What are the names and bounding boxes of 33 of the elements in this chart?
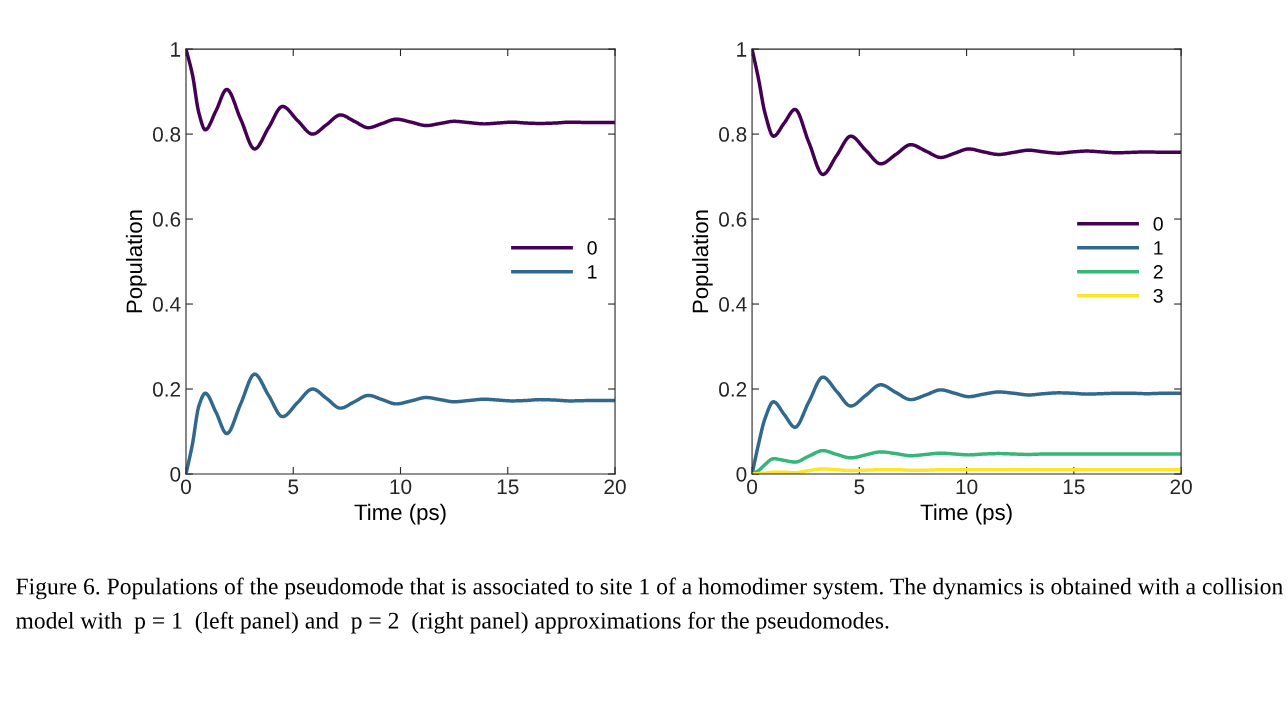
y-tick-label: 0.6: [719, 212, 747, 227]
y-axis-title: Population: [125, 210, 147, 313]
x-tick-label: 20: [604, 479, 626, 495]
y-tick-label: 0.6: [152, 212, 181, 227]
y-tick-label: 0.4: [719, 297, 747, 312]
x-tick-label: 20: [1170, 479, 1192, 495]
x-axis-title: Time (ps): [920, 503, 1012, 525]
legend-label: 0: [1153, 217, 1163, 231]
x-tick-label: 5: [288, 479, 299, 495]
legend-label: 1: [1154, 241, 1163, 255]
y-tick-label: 0: [170, 466, 181, 482]
x-axis-title: Time (ps): [354, 503, 446, 525]
y-tick-label: 0.8: [719, 127, 747, 142]
x-tick-label: 5: [854, 479, 865, 495]
y-tick-label: 0.4: [152, 297, 181, 312]
x-tick-label: 10: [390, 479, 412, 495]
legend-label: 2: [1153, 264, 1163, 279]
y-axis-title: Population: [691, 210, 713, 313]
x-tick-label: 15: [497, 479, 519, 495]
y-tick-label: 1: [737, 42, 747, 57]
legend-label: 1: [588, 265, 597, 279]
x-tick-label: 15: [1063, 479, 1085, 495]
x-tick-label: 0: [747, 479, 758, 495]
legend-label: 0: [587, 241, 597, 255]
y-tick-label: 0.2: [719, 382, 747, 397]
legend-label: 3: [1153, 288, 1163, 303]
x-tick-label: 0: [181, 479, 191, 495]
y-tick-label: 0.8: [152, 127, 181, 142]
y-tick-label: 0: [736, 466, 747, 482]
y-tick-label: 0.2: [152, 382, 181, 397]
y-tick-label: 1: [171, 42, 181, 57]
caption: Figure 6. Populations of the pseudomode that is associated to site 1 of a homodimer system. The dynamics is obtained with a collision model with p = 1 (left panel) and p = 2 (right panel) approximations for the pseudomodes.: [15, 577, 1283, 634]
x-tick-label: 10: [956, 479, 978, 495]
